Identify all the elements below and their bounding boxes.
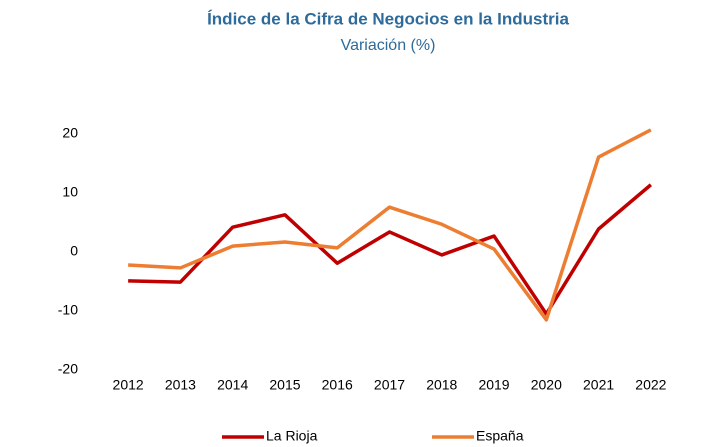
x-tick-label: 2013: [165, 377, 196, 393]
x-tick-label: 2015: [269, 377, 300, 393]
x-tick-label: 2017: [374, 377, 405, 393]
y-tick-label: 10: [62, 184, 78, 200]
chart-title: Índice de la Cifra de Negocios en la Ind…: [207, 9, 569, 28]
y-tick-label: -10: [58, 302, 78, 318]
y-tick-label: 20: [62, 125, 78, 141]
series-line: [128, 183, 652, 316]
y-tick-label: 0: [70, 243, 78, 259]
chart-subtitle: Variación (%): [341, 37, 436, 54]
x-tick-label: 2016: [322, 377, 353, 393]
y-tick-label: -20: [58, 361, 78, 377]
x-tick-label: 2022: [635, 377, 666, 393]
legend-label: La Rioja: [266, 428, 318, 444]
series-line: [128, 128, 652, 322]
x-tick-label: 2012: [113, 377, 144, 393]
legend-label: España: [476, 428, 524, 444]
x-tick-label: 2014: [217, 377, 248, 393]
x-tick-label: 2018: [426, 377, 457, 393]
x-tick-label: 2020: [531, 377, 562, 393]
x-tick-label: 2019: [478, 377, 509, 393]
x-tick-label: 2021: [583, 377, 614, 393]
